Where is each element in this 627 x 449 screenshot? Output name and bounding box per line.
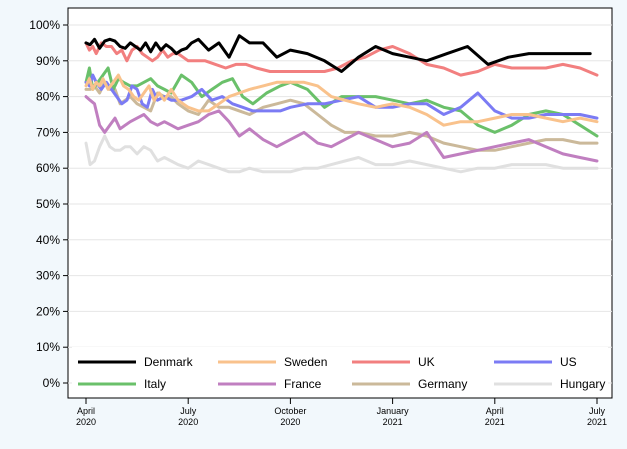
y-tick-label: 50% <box>36 197 60 211</box>
y-tick-label: 70% <box>36 125 60 139</box>
x-tick-label-month: July <box>589 406 606 416</box>
y-tick-label: 30% <box>36 269 60 283</box>
x-tick-label-month: April <box>77 406 95 416</box>
x-tick-label-year: 2020 <box>178 417 198 427</box>
x-tick-label-month: July <box>180 406 197 416</box>
y-tick-label: 100% <box>29 18 60 32</box>
legend-label-uk: UK <box>418 355 435 369</box>
series-line-uk <box>84 41 599 77</box>
x-tick-label-year: 2021 <box>587 417 607 427</box>
x-tick-label-month: October <box>274 406 306 416</box>
legend-background <box>72 347 608 395</box>
y-tick-label: 60% <box>36 161 60 175</box>
legend-label-hungary: Hungary <box>560 377 605 391</box>
legend-label-sweden: Sweden <box>284 355 327 369</box>
legend-label-denmark: Denmark <box>144 355 194 369</box>
x-tick-label-year: 2021 <box>485 417 505 427</box>
series-line-denmark <box>84 34 592 73</box>
series-line-sweden <box>84 73 599 127</box>
y-tick-label: 20% <box>36 304 60 318</box>
legend-label-italy: Italy <box>144 377 166 391</box>
y-tick-label: 10% <box>36 340 60 354</box>
x-tick-label-year: 2020 <box>76 417 96 427</box>
y-tick-label: 40% <box>36 233 60 247</box>
x-tick-label-year: 2020 <box>280 417 300 427</box>
y-tick-label: 0% <box>43 376 61 390</box>
plot-frame <box>67 7 613 399</box>
legend: Denmark Sweden UK US Italy France Germany Hunga… <box>72 347 608 395</box>
legend-label-germany: Germany <box>418 377 467 391</box>
y-tick-label: 90% <box>36 54 60 68</box>
y-tick-label: 80% <box>36 90 60 104</box>
x-tick-label-month: April <box>486 406 504 416</box>
legend-label-france: France <box>284 377 322 391</box>
series-line-france <box>84 95 599 163</box>
series-line-hungary <box>84 134 599 174</box>
legend-label-us: US <box>560 355 577 369</box>
series-line-us <box>84 73 599 120</box>
x-tick-label-year: 2021 <box>383 417 403 427</box>
x-tick-label-month: January <box>377 406 410 416</box>
